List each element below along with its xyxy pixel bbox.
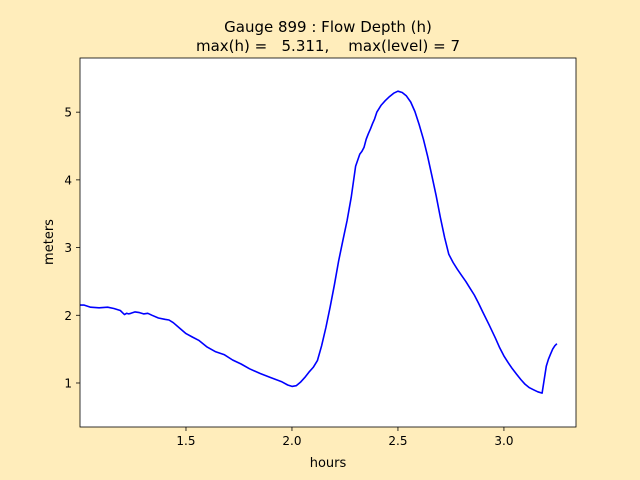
y-axis-label: meters: [42, 219, 57, 265]
y-tick-label: 1: [64, 376, 72, 390]
plot-area: [80, 58, 576, 427]
y-tick-label: 3: [64, 241, 72, 255]
y-tick-label: 4: [64, 173, 72, 187]
x-axis-label: hours: [310, 456, 347, 471]
x-tick-label: 2.5: [388, 434, 407, 448]
x-tick-label: 2.0: [282, 434, 301, 448]
x-tick-label: 3.0: [494, 434, 513, 448]
x-tick-label: 1.5: [176, 434, 195, 448]
y-tick-label: 2: [64, 309, 72, 323]
chart-title: Gauge 899 : Flow Depth (h): [224, 18, 432, 36]
x-axis-ticks: 1.5 2.0 2.5 3.0: [176, 427, 513, 448]
series-line: [80, 90, 558, 394]
series-layer: [80, 90, 558, 394]
plot-frame: [79, 57, 577, 428]
chart-subtitle: max(h) = 5.311, max(level) = 7: [196, 37, 460, 55]
y-axis-ticks: 1 2 3 4 5: [64, 106, 80, 390]
y-tick-label: 5: [64, 106, 72, 120]
